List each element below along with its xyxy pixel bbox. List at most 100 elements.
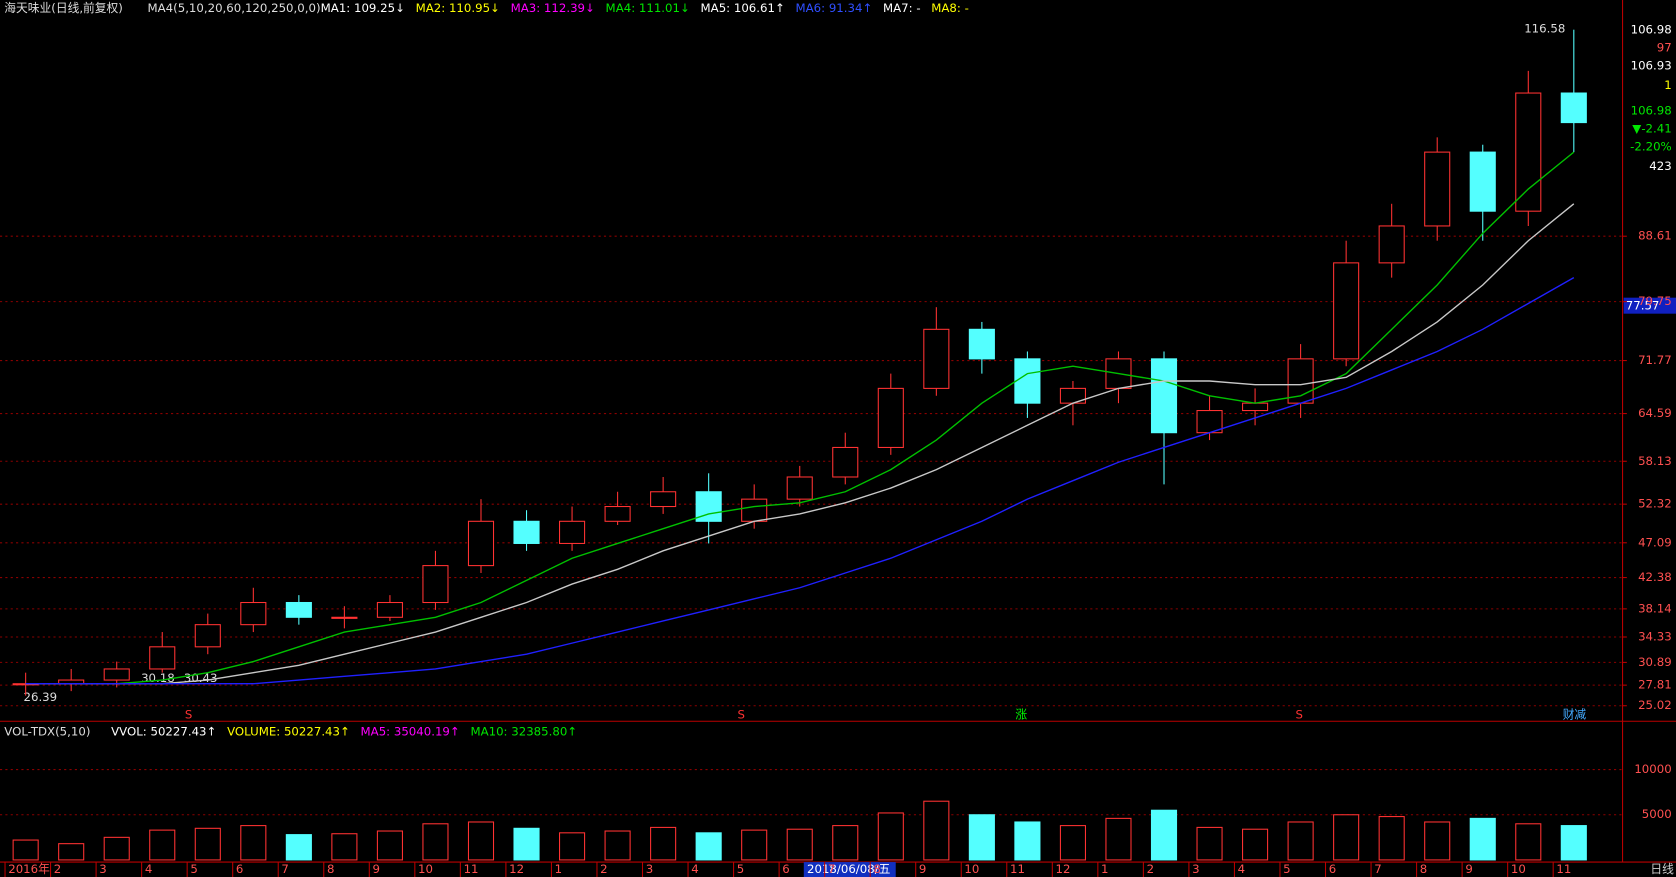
x-tick-label: 4	[145, 862, 152, 876]
x-tick-label: 10	[418, 862, 433, 876]
event: S	[185, 707, 192, 721]
side-panel: 106.98 97 106.93 1 106.98 ▼-2.41 -2.20% …	[1630, 22, 1672, 173]
candle-body	[467, 520, 495, 567]
x-tick-label: 5	[190, 862, 197, 876]
side-line: 106.93	[1631, 59, 1672, 73]
volume-bar	[467, 821, 495, 861]
candle-body	[1515, 92, 1542, 212]
x-tick-label: 9	[373, 862, 380, 876]
y-tick-label: 52.32	[1638, 497, 1672, 511]
candle-body	[1424, 151, 1451, 227]
candle-body	[285, 601, 312, 618]
x-tick-label: 2	[54, 862, 61, 876]
candle-body	[194, 624, 221, 648]
price-tag-bg	[1623, 297, 1676, 314]
x-tick-label: 1	[555, 862, 562, 876]
volume-bar	[1424, 821, 1451, 861]
volume-bar	[1150, 809, 1178, 861]
y-tick-label: 64.59	[1638, 406, 1672, 420]
candle-body	[786, 476, 813, 500]
volume-bar	[1560, 825, 1587, 861]
x-tick-label: 6	[782, 862, 789, 876]
candle-body	[1242, 402, 1269, 412]
x-tick-label: 10	[1511, 862, 1526, 876]
volume-bar	[832, 825, 859, 861]
volume-bar	[1378, 816, 1405, 861]
volume-bar	[422, 823, 449, 861]
candle-body	[103, 668, 130, 681]
candle-body	[376, 601, 403, 618]
volume-bar	[513, 827, 540, 861]
candle-body	[1560, 92, 1587, 124]
x-tick-label: 9	[1465, 862, 1472, 876]
x-tick-label: 12	[1056, 862, 1071, 876]
side-line: ▼-2.41	[1632, 122, 1671, 136]
event: 财减	[1563, 707, 1587, 721]
legend-item: MA5: 106.61↑	[701, 1, 785, 15]
period-label[interactable]: 日线	[1650, 862, 1674, 876]
volume-bar	[1469, 817, 1496, 861]
candle-body	[1378, 225, 1405, 264]
x-tick-label: 11	[1010, 862, 1025, 876]
x-tick-label: 8	[873, 862, 880, 876]
volume-bar	[1105, 817, 1132, 861]
candle-body	[422, 565, 449, 604]
y-tick-label: 47.09	[1638, 535, 1672, 549]
y-tick-label: 30.89	[1638, 655, 1672, 669]
candle-body	[1469, 151, 1496, 212]
volume-bar	[786, 828, 813, 861]
volume-bar	[103, 836, 130, 861]
x-tick-label: 11	[1556, 862, 1571, 876]
y-tick-label: 79.75	[1638, 294, 1672, 308]
legend-item: MA4: 111.01↓	[606, 1, 690, 15]
volume-bar	[1333, 814, 1360, 861]
volume-bar	[1059, 825, 1086, 861]
volume-bar	[1242, 828, 1269, 861]
x-tick-label: 4	[691, 862, 698, 876]
volume-bar	[968, 814, 995, 861]
volume-bar	[877, 812, 904, 861]
x-tick-label: 6	[1329, 862, 1336, 876]
legend-item: VVOL: 50227.43↑	[111, 724, 216, 738]
ma-params: MA4(5,10,20,60,120,250,0,0)	[148, 1, 321, 15]
legend-item: MA10: 32385.80↑	[470, 724, 577, 738]
y-tick-label: 34.33	[1638, 630, 1672, 644]
y-tick-label: 42.38	[1638, 570, 1672, 584]
cursor-date-bg	[803, 862, 896, 877]
x-tick-label: 12	[509, 862, 524, 876]
side-line: 423	[1649, 159, 1671, 173]
legend-item: MA3: 112.39↓	[511, 1, 595, 15]
candle-body	[1333, 262, 1360, 360]
legend-item: MA5: 35040.19↑	[361, 724, 460, 738]
legend-item: MA8: -	[931, 1, 969, 15]
volume-bar	[58, 843, 85, 861]
candle-body	[1150, 358, 1178, 434]
y-tick-label: 38.14	[1638, 601, 1672, 615]
event: 涨	[1015, 707, 1027, 721]
candle-body	[650, 491, 677, 508]
x-tick-label: 8	[1420, 862, 1427, 876]
volume-bar	[604, 830, 631, 861]
x-tick-label: 2016年	[8, 862, 50, 876]
volume-bar	[285, 834, 312, 861]
x-tick-label: 4	[1238, 862, 1245, 876]
legend-item: VOLUME: 50227.43↑	[227, 724, 350, 738]
ma-line	[25, 151, 1575, 685]
side-line: 106.98	[1631, 103, 1672, 117]
ma-line	[25, 277, 1575, 685]
x-tick-label: 7	[1374, 862, 1381, 876]
volume-bar	[923, 800, 950, 861]
candle-body	[877, 387, 904, 448]
low-annotation: 26.39	[24, 690, 58, 704]
side-line: 1	[1664, 78, 1671, 92]
x-tick-label: 9	[919, 862, 926, 876]
candle-body	[1287, 358, 1314, 404]
high-annotation: 116.58	[1524, 21, 1565, 35]
volume-bar	[194, 827, 221, 861]
x-tick-label: 8	[327, 862, 334, 876]
volume-bar	[240, 825, 267, 861]
x-tick-label: 7	[828, 862, 835, 876]
x-tick-label: 7	[281, 862, 288, 876]
